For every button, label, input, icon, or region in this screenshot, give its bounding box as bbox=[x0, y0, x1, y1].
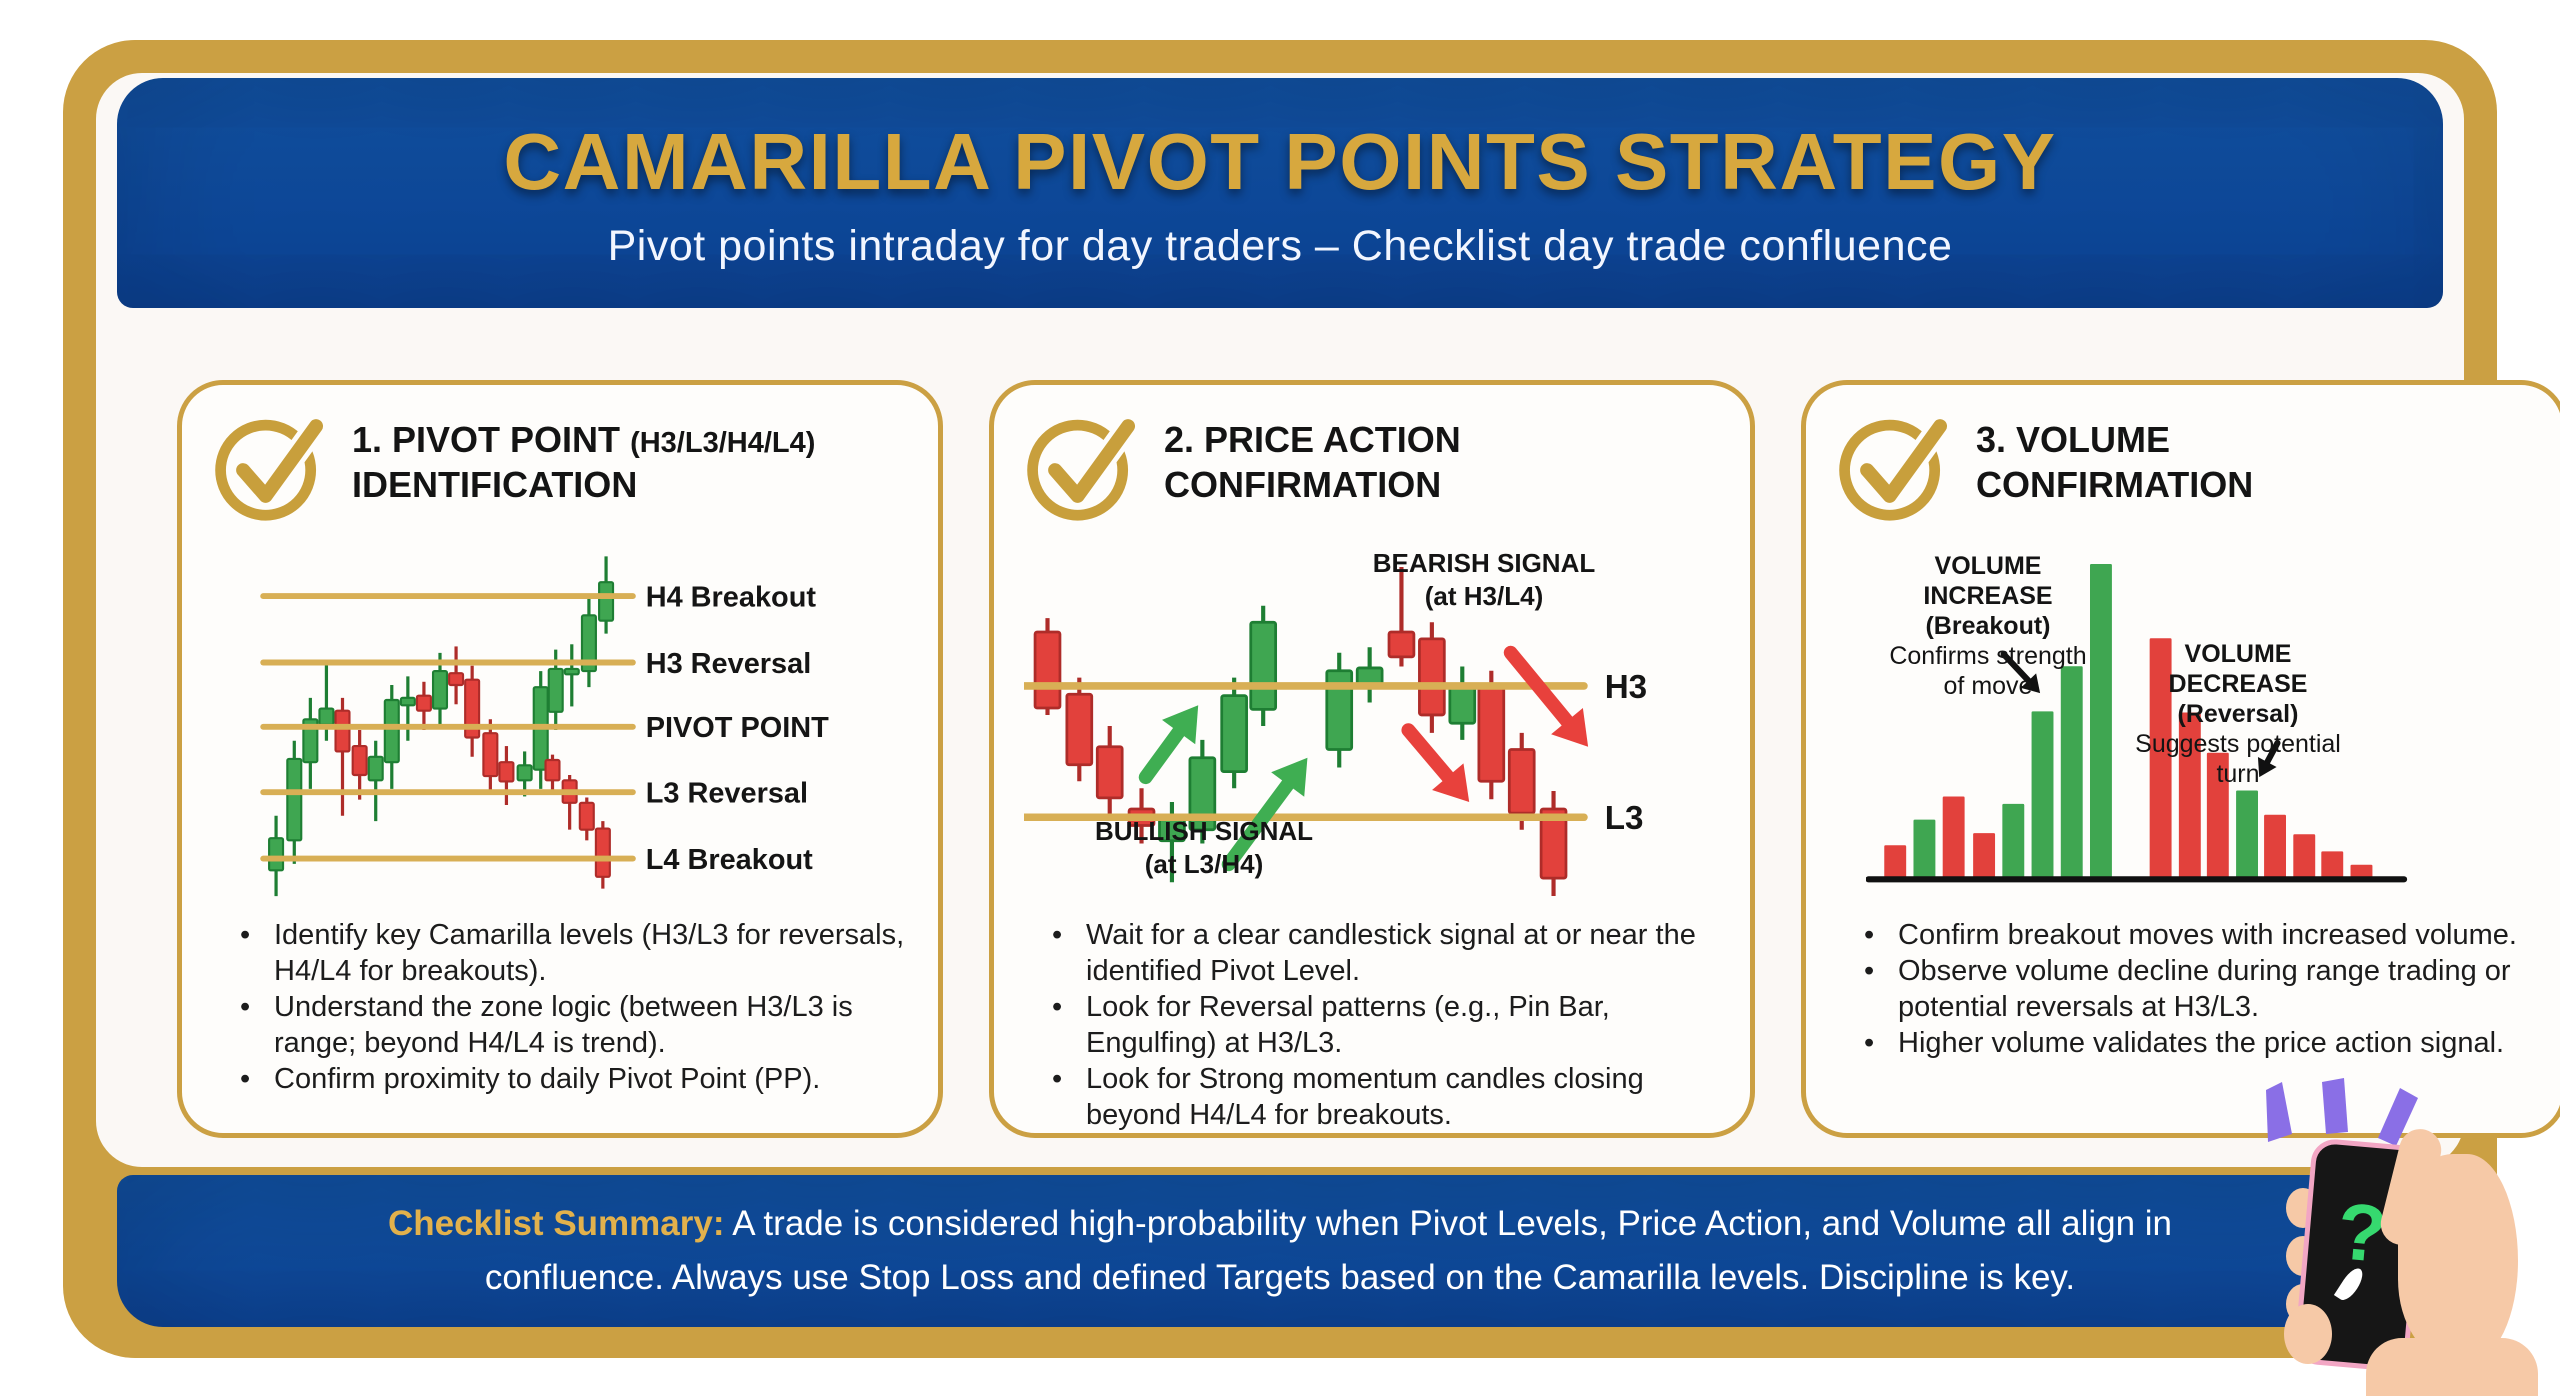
card3-head: 3. VOLUME CONFIRMATION bbox=[1836, 409, 2532, 549]
checkmark-icon bbox=[215, 414, 328, 521]
checkmark-icon bbox=[1839, 414, 1952, 521]
card2-title-line2: CONFIRMATION bbox=[1164, 464, 1442, 505]
bullet-item: • Confirm proximity to daily Pivot Point … bbox=[240, 1063, 821, 1095]
candlestick-chart-svg: H3 L3 bbox=[1024, 567, 1647, 897]
card1-title-line2: IDENTIFICATION bbox=[352, 464, 638, 505]
svg-text:H3 Reversal: H3 Reversal bbox=[646, 648, 812, 680]
svg-text:H4 Breakout: H4 Breakout bbox=[646, 581, 817, 613]
bullet-item: • Observe volume decline during range tra… bbox=[1864, 955, 2511, 1023]
palm-icon bbox=[2398, 1154, 2518, 1362]
wrist-icon bbox=[2366, 1338, 2538, 1396]
svg-text:L4 Breakout: L4 Breakout bbox=[646, 844, 813, 876]
card2-title: 2. PRICE ACTION CONFIRMATION bbox=[1164, 409, 1461, 507]
svg-text:L3 Reversal: L3 Reversal bbox=[646, 778, 808, 810]
bullet-item: • Identify key Camarilla levels (H3/L3 fo… bbox=[240, 919, 905, 987]
price-action-chart: H3 L3 BEARISH SIGNAL (at H3/L4) BULLISH S… bbox=[1024, 548, 1720, 909]
footer-label: Checklist Summary: bbox=[387, 1203, 725, 1243]
footer-summary: Checklist Summary: A trade is considered… bbox=[117, 1175, 2443, 1327]
page-subtitle: Pivot points intraday for day traders – … bbox=[607, 221, 1953, 270]
header-banner: CAMARILLA PIVOT POINTS STRATEGY Pivot po… bbox=[117, 78, 2443, 308]
card1-title: 1. PIVOT POINT (H3/L3/H4/L4) IDENTIFICAT… bbox=[352, 409, 815, 507]
bullet-item: • Wait for a clear candlestick signal at … bbox=[1052, 919, 1696, 987]
card-price-action-confirmation: 2. PRICE ACTION CONFIRMATION H3 L3 BEARIS… bbox=[989, 380, 1755, 1138]
bullet-item: • Higher volume validates the price actio… bbox=[1864, 1027, 2505, 1059]
bullet-item: • Look for Strong momentum candles closin… bbox=[1052, 1063, 1644, 1131]
sparkle-rays-icon bbox=[2266, 1078, 2418, 1146]
bullet-item: • Confirm breakout moves with increased v… bbox=[1864, 919, 2517, 951]
footer-text: Checklist Summary: A trade is considered… bbox=[300, 1197, 2260, 1306]
question-mark-logo-icon: ? bbox=[2333, 1186, 2391, 1280]
volume-increase-annotation: VOLUME INCREASE (Breakout) Confirms stre… bbox=[1889, 552, 2087, 700]
svg-text:PIVOT POINT: PIVOT POINT bbox=[646, 712, 829, 744]
card1-head: 1. PIVOT POINT (H3/L3/H4/L4) IDENTIFICAT… bbox=[212, 409, 908, 549]
card2-title-main: 2. PRICE ACTION bbox=[1164, 419, 1461, 460]
card3-bullets: • Confirm breakout moves with increased v… bbox=[1836, 917, 2532, 1061]
card-volume-confirmation: 3. VOLUME CONFIRMATION VOLUME INCREASE (… bbox=[1801, 380, 2560, 1138]
card1-title-paren: (H3/L3/H4/L4) bbox=[630, 427, 816, 459]
volume-chart: VOLUME INCREASE (Breakout) Confirms stre… bbox=[1836, 552, 2532, 909]
card2-head: 2. PRICE ACTION CONFIRMATION bbox=[1024, 409, 1720, 549]
volume-decrease-annotation: VOLUME DECREASE (Reversal) Suggests pote… bbox=[2135, 640, 2341, 788]
svg-text:H3: H3 bbox=[1605, 669, 1647, 706]
svg-text:L3: L3 bbox=[1605, 800, 1644, 837]
card1-bullets: • Identify key Camarilla levels (H3/L3 fo… bbox=[212, 917, 908, 1097]
camarilla-levels-chart: H4 Breakout H3 Reversal PIVOT POINT L3 Reve… bbox=[212, 553, 908, 909]
card3-title: 3. VOLUME CONFIRMATION bbox=[1976, 409, 2253, 507]
bearish-signal-label: BEARISH SIGNAL (at H3/L4) bbox=[1372, 548, 1596, 611]
footer-body: A trade is considered high-probability w… bbox=[484, 1203, 2173, 1297]
card1-title-main: 1. PIVOT POINT bbox=[352, 419, 621, 460]
page-title: CAMARILLA PIVOT POINTS STRATEGY bbox=[503, 116, 2057, 206]
cards-row: 1. PIVOT POINT (H3/L3/H4/L4) IDENTIFICAT… bbox=[177, 380, 2560, 1138]
bullet-item: • Understand the zone logic (between H3/L… bbox=[240, 991, 853, 1059]
candlestick-chart-svg: H4 Breakout H3 Reversal PIVOT POINT L3 Reve… bbox=[260, 556, 829, 897]
card3-title-line2: CONFIRMATION bbox=[1976, 464, 2254, 505]
card3-title-main: 3. VOLUME bbox=[1976, 419, 2171, 460]
volume-bars-svg bbox=[1866, 564, 2408, 883]
hand-with-phone: ? bbox=[2248, 1038, 2560, 1396]
checkmark-icon bbox=[1027, 414, 1140, 521]
bullet-item: • Look for Reversal patterns (e.g., Pin B… bbox=[1052, 991, 1610, 1059]
card-pivot-point-identification: 1. PIVOT POINT (H3/L3/H4/L4) IDENTIFICAT… bbox=[177, 380, 943, 1138]
thumb-icon bbox=[2284, 1304, 2332, 1364]
card2-bullets: • Wait for a clear candlestick signal at … bbox=[1024, 917, 1720, 1133]
bullish-signal-label: BULLISH SIGNAL (at L3/H4) bbox=[1094, 816, 1314, 879]
